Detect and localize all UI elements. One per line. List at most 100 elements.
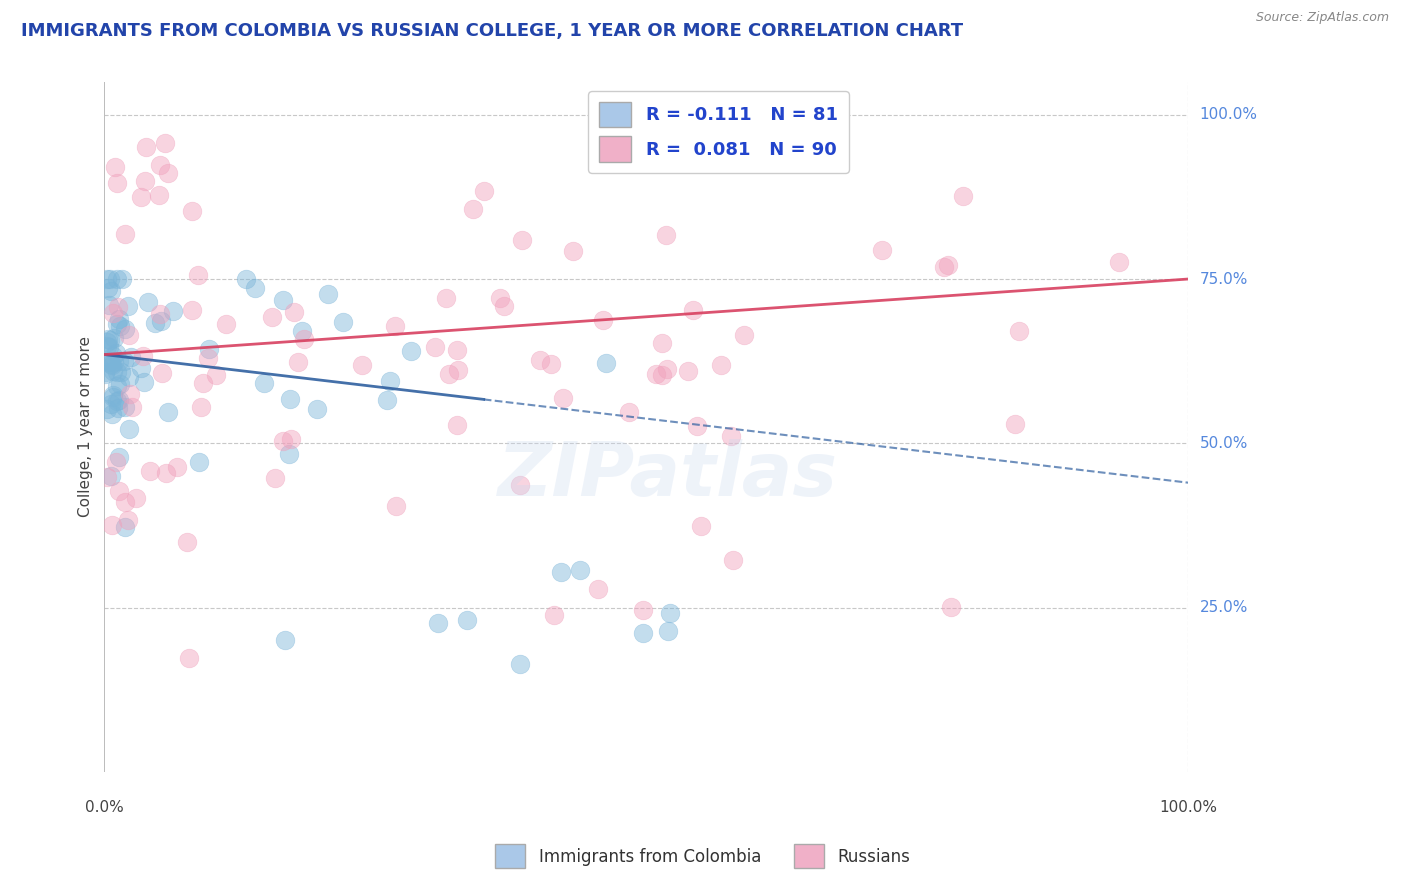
Point: [187, 268, 209, 283]
Point: [107, 393, 129, 408]
Point: [114, 495, 136, 509]
Text: Source: ZipAtlas.com: Source: ZipAtlas.com: [1256, 11, 1389, 24]
Point: [561, 244, 583, 258]
Point: [271, 434, 294, 448]
Point: [108, 318, 131, 333]
Point: [105, 176, 128, 190]
Point: [472, 185, 495, 199]
Point: [292, 332, 315, 346]
Point: [103, 388, 125, 402]
Point: [631, 626, 654, 640]
Point: [97, 354, 120, 368]
Point: [118, 421, 141, 435]
Point: [190, 400, 212, 414]
Point: [385, 499, 408, 513]
Point: [188, 455, 211, 469]
Point: [150, 366, 173, 380]
Point: [686, 418, 709, 433]
Point: [543, 608, 565, 623]
Point: [721, 553, 744, 567]
Point: [114, 401, 136, 415]
Point: [710, 358, 733, 372]
Point: [423, 340, 446, 354]
Point: [644, 368, 666, 382]
Point: [278, 447, 301, 461]
Point: [131, 190, 153, 204]
Point: [446, 417, 468, 432]
Point: [489, 291, 512, 305]
Point: [150, 314, 173, 328]
Point: [384, 318, 406, 333]
Point: [121, 400, 143, 414]
Point: [103, 331, 125, 345]
Point: [176, 534, 198, 549]
Point: [307, 401, 329, 416]
Point: [271, 293, 294, 307]
Point: [107, 317, 129, 331]
Point: [118, 370, 141, 384]
Point: [104, 346, 127, 360]
Point: [619, 405, 641, 419]
Point: [253, 376, 276, 391]
Point: [283, 304, 305, 318]
Point: [676, 364, 699, 378]
Point: [529, 353, 551, 368]
Point: [100, 469, 122, 483]
Point: [378, 374, 401, 388]
Point: [180, 203, 202, 218]
Point: [592, 312, 614, 326]
Point: [110, 366, 132, 380]
Point: [274, 633, 297, 648]
Legend: R = -0.111   N = 81, R =  0.081   N = 90: R = -0.111 N = 81, R = 0.081 N = 90: [588, 91, 849, 173]
Point: [720, 429, 742, 443]
Text: ZIPatlas: ZIPatlas: [498, 439, 838, 512]
Point: [97, 332, 120, 346]
Point: [100, 396, 122, 410]
Point: [375, 392, 398, 407]
Point: [509, 657, 531, 672]
Point: [551, 391, 574, 405]
Point: [98, 340, 121, 354]
Point: [181, 302, 204, 317]
Point: [136, 295, 159, 310]
Point: [1108, 255, 1130, 269]
Point: [447, 363, 470, 377]
Point: [197, 351, 219, 365]
Point: [657, 362, 679, 376]
Point: [96, 334, 118, 349]
Point: [651, 368, 673, 383]
Point: [492, 300, 515, 314]
Point: [936, 258, 959, 272]
Point: [108, 450, 131, 465]
Text: 75.0%: 75.0%: [1199, 271, 1247, 286]
Point: [118, 387, 141, 401]
Text: 25.0%: 25.0%: [1199, 600, 1247, 615]
Point: [101, 358, 124, 372]
Point: [134, 174, 156, 188]
Point: [263, 470, 285, 484]
Point: [437, 367, 460, 381]
Y-axis label: College, 1 year or more: College, 1 year or more: [79, 336, 93, 517]
Point: [155, 466, 177, 480]
Point: [104, 160, 127, 174]
Text: 0.0%: 0.0%: [84, 799, 124, 814]
Point: [651, 336, 673, 351]
Point: [94, 365, 117, 379]
Point: [550, 565, 572, 579]
Point: [657, 624, 679, 638]
Point: [934, 260, 956, 275]
Point: [287, 355, 309, 369]
Point: [97, 298, 120, 312]
Point: [939, 599, 962, 614]
Point: [952, 188, 974, 202]
Point: [103, 355, 125, 369]
Point: [98, 272, 121, 286]
Point: [112, 354, 135, 368]
Point: [149, 158, 172, 172]
Point: [105, 455, 128, 469]
Point: [107, 484, 129, 499]
Point: [105, 393, 128, 408]
Point: [586, 582, 609, 597]
Point: [117, 512, 139, 526]
Point: [96, 402, 118, 417]
